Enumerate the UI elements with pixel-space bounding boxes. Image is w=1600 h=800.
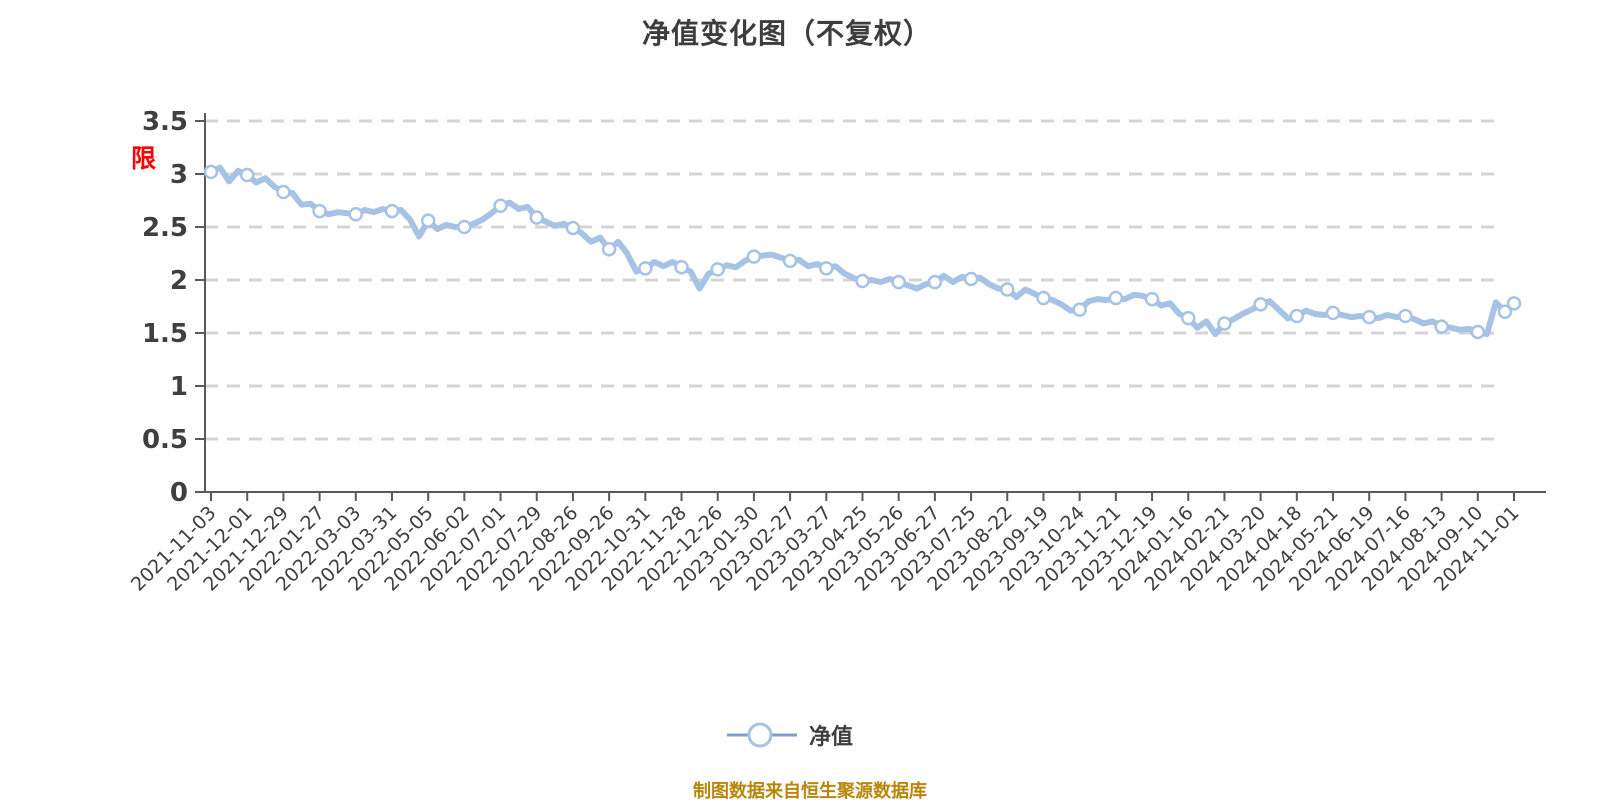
nav-marker — [638, 261, 653, 276]
nav-marker — [746, 249, 762, 264]
y-axis-label: 1 — [170, 372, 188, 402]
chart-legend: 净值 — [726, 719, 854, 751]
nav-marker — [1072, 302, 1087, 317]
nav-marker — [384, 203, 400, 219]
data-source-note: 制图数据来自恒生聚源数据库 — [693, 781, 927, 800]
nav-line — [208, 164, 1517, 338]
y-axis-label: 3.5 — [142, 107, 188, 137]
chart-title: 净值变化图（不复权） — [641, 17, 933, 50]
y-axis-label: 2.5 — [142, 213, 188, 243]
nav-marker — [601, 242, 617, 257]
nav-marker — [312, 203, 327, 219]
nav-line-chart: 00.511.522.533.52021-11-032021-12-012021… — [127, 107, 1546, 596]
y-axis-label: 2 — [170, 266, 188, 296]
nav-marker — [1036, 290, 1051, 306]
nav-marker — [891, 274, 906, 290]
nav-marker — [674, 260, 689, 275]
nav-marker — [1398, 308, 1413, 324]
nav-marker — [927, 274, 943, 290]
nav-marker — [457, 219, 472, 235]
nav-marker — [565, 220, 581, 236]
nav-marker — [1361, 309, 1377, 325]
nav-marker — [1181, 310, 1196, 326]
nav-marker — [276, 184, 291, 200]
nav-marker — [1497, 304, 1513, 320]
nav-marker — [855, 273, 870, 289]
nav-marker — [782, 253, 798, 269]
nav-marker — [420, 213, 436, 228]
y-axis-label: 1.5 — [142, 319, 188, 349]
nav-marker — [1108, 290, 1124, 306]
nav-marker — [203, 164, 219, 180]
nav-series-marker-icon — [726, 722, 797, 748]
nav-marker — [819, 261, 834, 276]
legend-label: 净值 — [808, 725, 854, 750]
nav-marker — [1253, 297, 1268, 312]
nav-marker — [1000, 282, 1015, 297]
nav-marker — [1434, 319, 1449, 334]
restriction-flag: 限 — [131, 144, 157, 173]
nav-marker — [1289, 308, 1305, 324]
nav-marker — [493, 198, 508, 214]
nav-marker — [348, 207, 364, 222]
nav-marker — [529, 210, 544, 225]
nav-marker — [1325, 305, 1341, 321]
y-axis-label: 3 — [170, 160, 188, 190]
nav-marker — [1470, 324, 1486, 340]
y-axis-label: 0.5 — [142, 425, 188, 455]
nav-marker — [239, 167, 255, 183]
nav-marker — [1217, 316, 1232, 331]
nav-marker — [1144, 291, 1160, 307]
nav-marker — [963, 271, 979, 287]
nav-marker — [1506, 296, 1522, 311]
nav-marker — [710, 262, 725, 277]
y-axis-label: 0 — [170, 478, 188, 508]
